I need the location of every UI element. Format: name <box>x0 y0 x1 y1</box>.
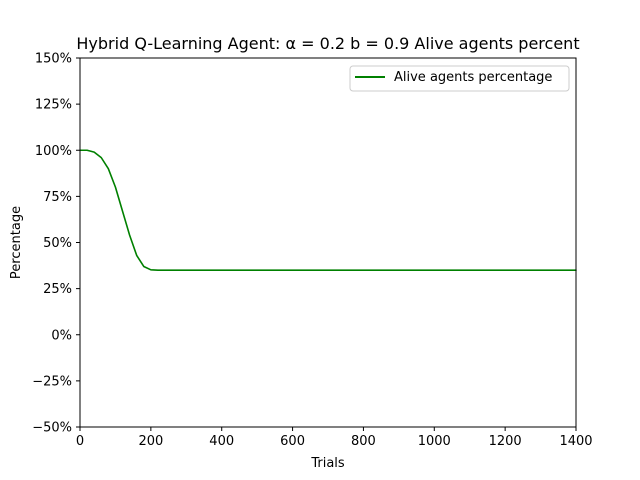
y-tick-label: 75% <box>43 190 72 205</box>
x-axis-label: Trials <box>310 456 345 471</box>
y-tick-label: −25% <box>32 374 72 389</box>
y-tick-label: −50% <box>32 421 72 436</box>
legend: Alive agents percentage <box>349 65 570 92</box>
legend-label: Alive agents percentage <box>394 70 552 85</box>
y-tick-label: 0% <box>51 328 72 343</box>
x-tick-label: 600 <box>280 434 305 449</box>
y-tick-label: 100% <box>35 144 72 159</box>
y-axis-label: Percentage <box>9 206 24 279</box>
series-line-0 <box>79 149 577 271</box>
y-axis: −50% −25% 0% 25% 50% 75% 100% 125% 150% <box>32 52 80 436</box>
x-tick-label: 200 <box>138 434 163 449</box>
legend-box <box>349 65 570 92</box>
y-tick-label: 125% <box>35 98 72 113</box>
x-tick-label: 1200 <box>489 434 522 449</box>
x-tick-label: 1000 <box>418 434 451 449</box>
y-tick-label: 50% <box>43 236 72 251</box>
x-tick-label: 0 <box>76 434 84 449</box>
plot-frame <box>80 58 576 427</box>
series-group <box>79 149 577 271</box>
x-tick-label: 800 <box>351 434 376 449</box>
plot-area <box>79 57 577 428</box>
chart-title: Hybrid Q-Learning Agent: α = 0.2 b = 0.9… <box>76 34 579 53</box>
x-tick-label: 1400 <box>559 434 592 449</box>
y-tick-label: 25% <box>43 282 72 297</box>
x-tick-label: 400 <box>209 434 234 449</box>
x-axis: 0 200 400 600 800 1000 1200 1400 <box>76 427 593 449</box>
y-tick-label: 150% <box>35 52 72 67</box>
